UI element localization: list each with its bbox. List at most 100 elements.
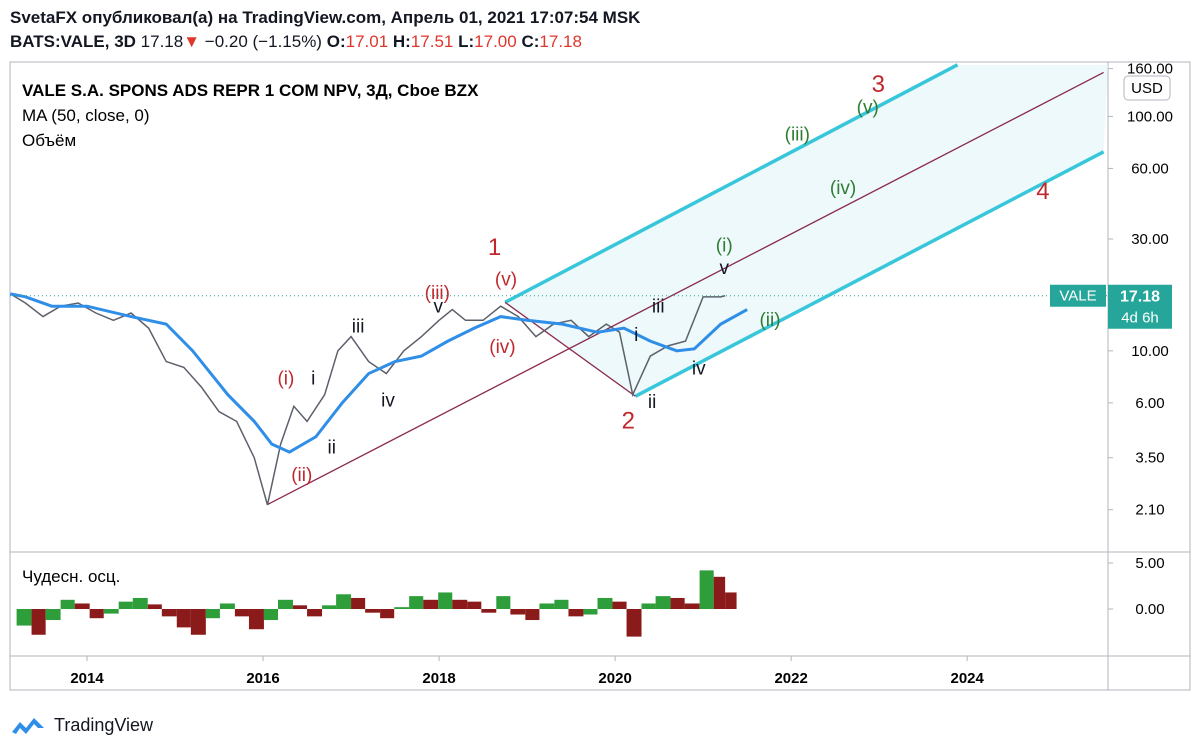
ma-legend: MA (50, close, 0) xyxy=(22,106,150,125)
y-tick-label: 10.00 xyxy=(1131,343,1169,360)
series-line xyxy=(10,292,748,454)
countdown: 4d 6h xyxy=(1121,310,1159,327)
osc-bar xyxy=(322,605,337,610)
y-tick-label: 30.00 xyxy=(1131,231,1169,248)
x-tick-label: 2020 xyxy=(598,670,631,687)
wave-label: 1 xyxy=(488,234,501,261)
osc-bar xyxy=(307,609,323,617)
osc-title: Чудесн. осц. xyxy=(22,567,120,586)
wave-label: (i) xyxy=(277,368,294,389)
drawing-line xyxy=(634,150,1105,398)
osc-bar xyxy=(45,609,61,621)
osc-bar xyxy=(132,597,148,610)
osc-bar xyxy=(219,603,235,610)
osc-bar xyxy=(496,596,511,610)
wave-label: (ii) xyxy=(759,310,780,331)
osc-bar xyxy=(394,607,410,610)
o-label: O: xyxy=(326,32,346,51)
osc-bar xyxy=(525,609,540,621)
main-pane: 3(v)(iii)(iv) 4(i)v(ii)1(v)(iii)v(iv)iiii… xyxy=(10,63,1108,506)
osc-bar xyxy=(409,596,424,610)
wave-label: ii xyxy=(327,438,335,459)
footer: TradingView xyxy=(10,714,153,736)
osc-bar xyxy=(626,609,642,637)
osc-bar xyxy=(118,601,133,610)
wave-label: (iii) xyxy=(425,283,450,304)
osc-bar xyxy=(467,601,482,610)
osc-bar xyxy=(423,599,439,610)
h-value: 17.51 xyxy=(410,32,454,51)
frame xyxy=(9,61,1191,691)
x-tick-label: 2014 xyxy=(70,670,104,687)
quote-line: BATS:VALE, 3D 17.18▼ −0.20 (−1.15%) O:17… xyxy=(10,30,640,54)
osc-bar xyxy=(554,599,569,610)
osc-bar xyxy=(684,603,700,610)
osc-bar xyxy=(16,609,32,626)
change: −0.20 (−1.15%) xyxy=(204,32,322,51)
arrow: ▼ xyxy=(183,32,201,51)
osc-bar xyxy=(568,609,584,617)
chart-title: VALE S.A. SPONS ADS REPR 1 COM NPV, 3Д, … xyxy=(22,81,479,100)
y-tick-label: 100.00 xyxy=(1127,108,1173,125)
osc-bar xyxy=(176,609,191,628)
osc-bar xyxy=(89,609,104,619)
wave-label: iii xyxy=(652,297,665,318)
price-badge xyxy=(1108,284,1172,329)
wave-label: (iv) xyxy=(830,178,856,199)
y-tick-label: 160.00 xyxy=(1127,61,1173,78)
osc-bar xyxy=(205,609,220,619)
x-tick-label: 2022 xyxy=(774,670,807,687)
wave-label: (i) xyxy=(716,236,733,257)
osc-bar xyxy=(161,609,177,617)
chart: VALE S.A. SPONS ADS REPR 1 COM NPV, 3Д, … xyxy=(9,61,1191,691)
osc-bar xyxy=(103,609,119,614)
price-badge-label: 17.18 xyxy=(1120,289,1160,306)
x-tick-label: 2016 xyxy=(246,670,279,687)
osc-bar xyxy=(147,604,162,610)
drawing-line xyxy=(504,301,636,397)
osc-bar xyxy=(481,609,497,613)
symbol-badge xyxy=(1050,284,1106,307)
osc-bar xyxy=(190,609,206,635)
osc-bar xyxy=(725,592,737,610)
author-line: SvetaFX опубликовал(а) на TradingView.co… xyxy=(10,8,641,27)
osc-bar xyxy=(699,570,714,610)
publish-line: SvetaFX опубликовал(а) на TradingView.co… xyxy=(10,6,640,30)
drawing-line xyxy=(267,71,1104,506)
osc-bar xyxy=(248,609,264,630)
wave-label: i xyxy=(311,368,315,389)
y-tick-label: 2.10 xyxy=(1135,502,1164,519)
osc-bar xyxy=(234,609,249,617)
wave-label: iv xyxy=(381,391,395,412)
o-value: 17.01 xyxy=(345,32,389,51)
osc-bar xyxy=(365,609,381,613)
osc-bar xyxy=(452,599,468,610)
y-tick-label: 0.00 xyxy=(1135,601,1164,618)
osc-bar xyxy=(351,597,366,610)
currency-badge[interactable] xyxy=(1123,75,1171,101)
wave-label: v xyxy=(720,258,730,279)
volume-legend: Объём xyxy=(22,131,76,150)
y-tick-label: 3.50 xyxy=(1135,450,1164,467)
y-tick-label: 6.00 xyxy=(1135,395,1164,412)
l-value: 17.00 xyxy=(474,32,517,51)
osc-bar xyxy=(510,609,526,615)
osc-bar xyxy=(438,592,453,610)
osc-bar xyxy=(539,603,555,610)
wave-label: 2 xyxy=(622,407,635,434)
currency: USD xyxy=(1131,80,1163,97)
channel-fill xyxy=(505,64,1108,397)
osc-bar xyxy=(60,599,75,610)
osc-bar xyxy=(583,609,598,615)
osc-bar xyxy=(612,601,627,610)
wave-label: 3 xyxy=(872,71,885,98)
osc-bar xyxy=(292,605,308,610)
wave-label: 4 xyxy=(1036,178,1049,205)
osc-bar xyxy=(670,597,685,610)
osc-bar xyxy=(263,609,279,621)
wave-label: (v) xyxy=(495,269,517,290)
x-tick-label: 2018 xyxy=(422,670,455,687)
osc-bar xyxy=(336,594,352,610)
c-value: 17.18 xyxy=(539,32,582,51)
y-tick-label: 5.00 xyxy=(1135,555,1164,572)
